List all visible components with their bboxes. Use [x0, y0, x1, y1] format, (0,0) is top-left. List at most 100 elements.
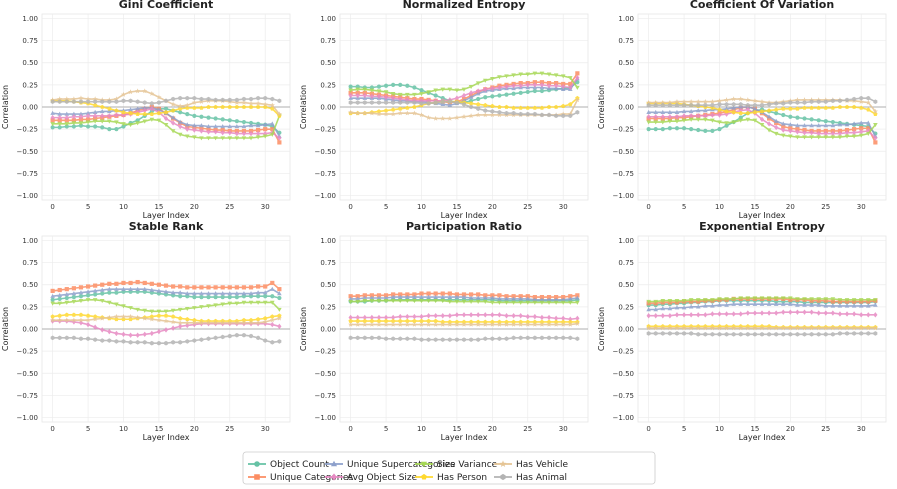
data-point — [100, 282, 105, 287]
data-point — [362, 314, 367, 321]
data-point — [107, 286, 112, 291]
data-point — [71, 295, 76, 300]
data-point — [724, 109, 729, 114]
data-point — [426, 318, 431, 323]
x-tick-label: 10 — [119, 203, 128, 211]
data-point — [256, 284, 261, 289]
data-point — [816, 99, 821, 104]
data-point — [873, 302, 878, 307]
y-tick-label: −0.50 — [613, 148, 634, 156]
data-point — [255, 100, 261, 106]
y-tick-label: 0.25 — [618, 81, 634, 89]
data-point — [277, 323, 282, 330]
data-point — [57, 296, 62, 301]
data-point — [100, 113, 105, 119]
data-point — [858, 98, 864, 104]
data-point — [539, 105, 545, 110]
data-point — [92, 298, 98, 303]
data-point — [575, 300, 580, 305]
data-point — [270, 96, 275, 102]
data-point — [362, 295, 368, 300]
data-point — [689, 331, 694, 336]
data-point — [142, 105, 148, 110]
data-point — [92, 96, 98, 102]
data-point — [773, 131, 779, 136]
data-point — [475, 102, 481, 107]
series-avg-object-size — [646, 106, 878, 141]
data-point — [135, 307, 140, 312]
data-point — [496, 321, 503, 327]
data-point — [227, 320, 233, 326]
data-point — [85, 298, 91, 303]
data-point — [106, 314, 112, 320]
data-point — [723, 97, 730, 103]
data-point — [646, 120, 651, 125]
data-point — [532, 313, 537, 320]
data-point — [397, 321, 403, 327]
data-point — [504, 296, 509, 301]
data-point — [454, 321, 460, 327]
data-point — [376, 109, 382, 114]
data-point — [241, 124, 247, 129]
data-point — [497, 336, 502, 342]
data-point — [788, 106, 793, 111]
data-point — [674, 102, 679, 108]
data-point — [766, 301, 772, 306]
data-point — [135, 286, 140, 291]
data-point — [149, 106, 154, 112]
panel-title: Gini Coefficient — [119, 0, 213, 11]
data-point — [135, 121, 140, 126]
data-point — [461, 87, 467, 92]
data-point — [227, 129, 232, 136]
data-point — [830, 310, 835, 316]
data-point — [185, 95, 190, 101]
data-point — [724, 111, 729, 117]
data-point — [865, 298, 871, 303]
data-point — [156, 94, 162, 100]
data-point — [802, 135, 807, 140]
data-point — [532, 300, 538, 305]
data-point — [561, 315, 566, 322]
data-point — [156, 118, 162, 123]
data-point — [703, 108, 708, 113]
y-tick-label: 0.50 — [22, 281, 38, 289]
y-axis-label: Correlation — [597, 85, 606, 129]
data-point — [383, 293, 389, 298]
data-point — [234, 285, 239, 290]
data-point — [773, 118, 779, 123]
data-point — [703, 128, 708, 134]
data-point — [85, 293, 91, 298]
data-point — [873, 298, 878, 303]
series-unique-categories — [50, 279, 282, 294]
data-point — [440, 115, 446, 121]
data-point — [199, 285, 204, 290]
data-point — [738, 107, 743, 114]
data-point — [745, 332, 750, 337]
data-point — [802, 302, 807, 307]
data-point — [78, 336, 83, 342]
data-point — [170, 115, 176, 120]
data-point — [660, 120, 666, 125]
data-point — [213, 335, 218, 341]
data-point — [433, 93, 438, 98]
data-point — [780, 133, 786, 138]
data-point — [248, 100, 254, 106]
data-point — [653, 331, 658, 336]
data-point — [468, 295, 474, 300]
data-point — [461, 321, 467, 327]
data-point — [120, 91, 127, 97]
data-point — [830, 332, 835, 337]
data-point — [78, 111, 84, 116]
data-point — [497, 84, 502, 91]
data-point — [163, 110, 169, 115]
x-tick-label: 5 — [682, 425, 686, 433]
x-tick-label: 25 — [523, 425, 532, 433]
data-point — [703, 332, 708, 337]
data-point — [816, 130, 821, 137]
x-tick-label: 0 — [50, 203, 54, 211]
data-point — [50, 335, 55, 341]
data-point — [795, 123, 800, 128]
data-point — [241, 300, 247, 305]
data-point — [206, 129, 211, 135]
data-point — [107, 300, 112, 305]
